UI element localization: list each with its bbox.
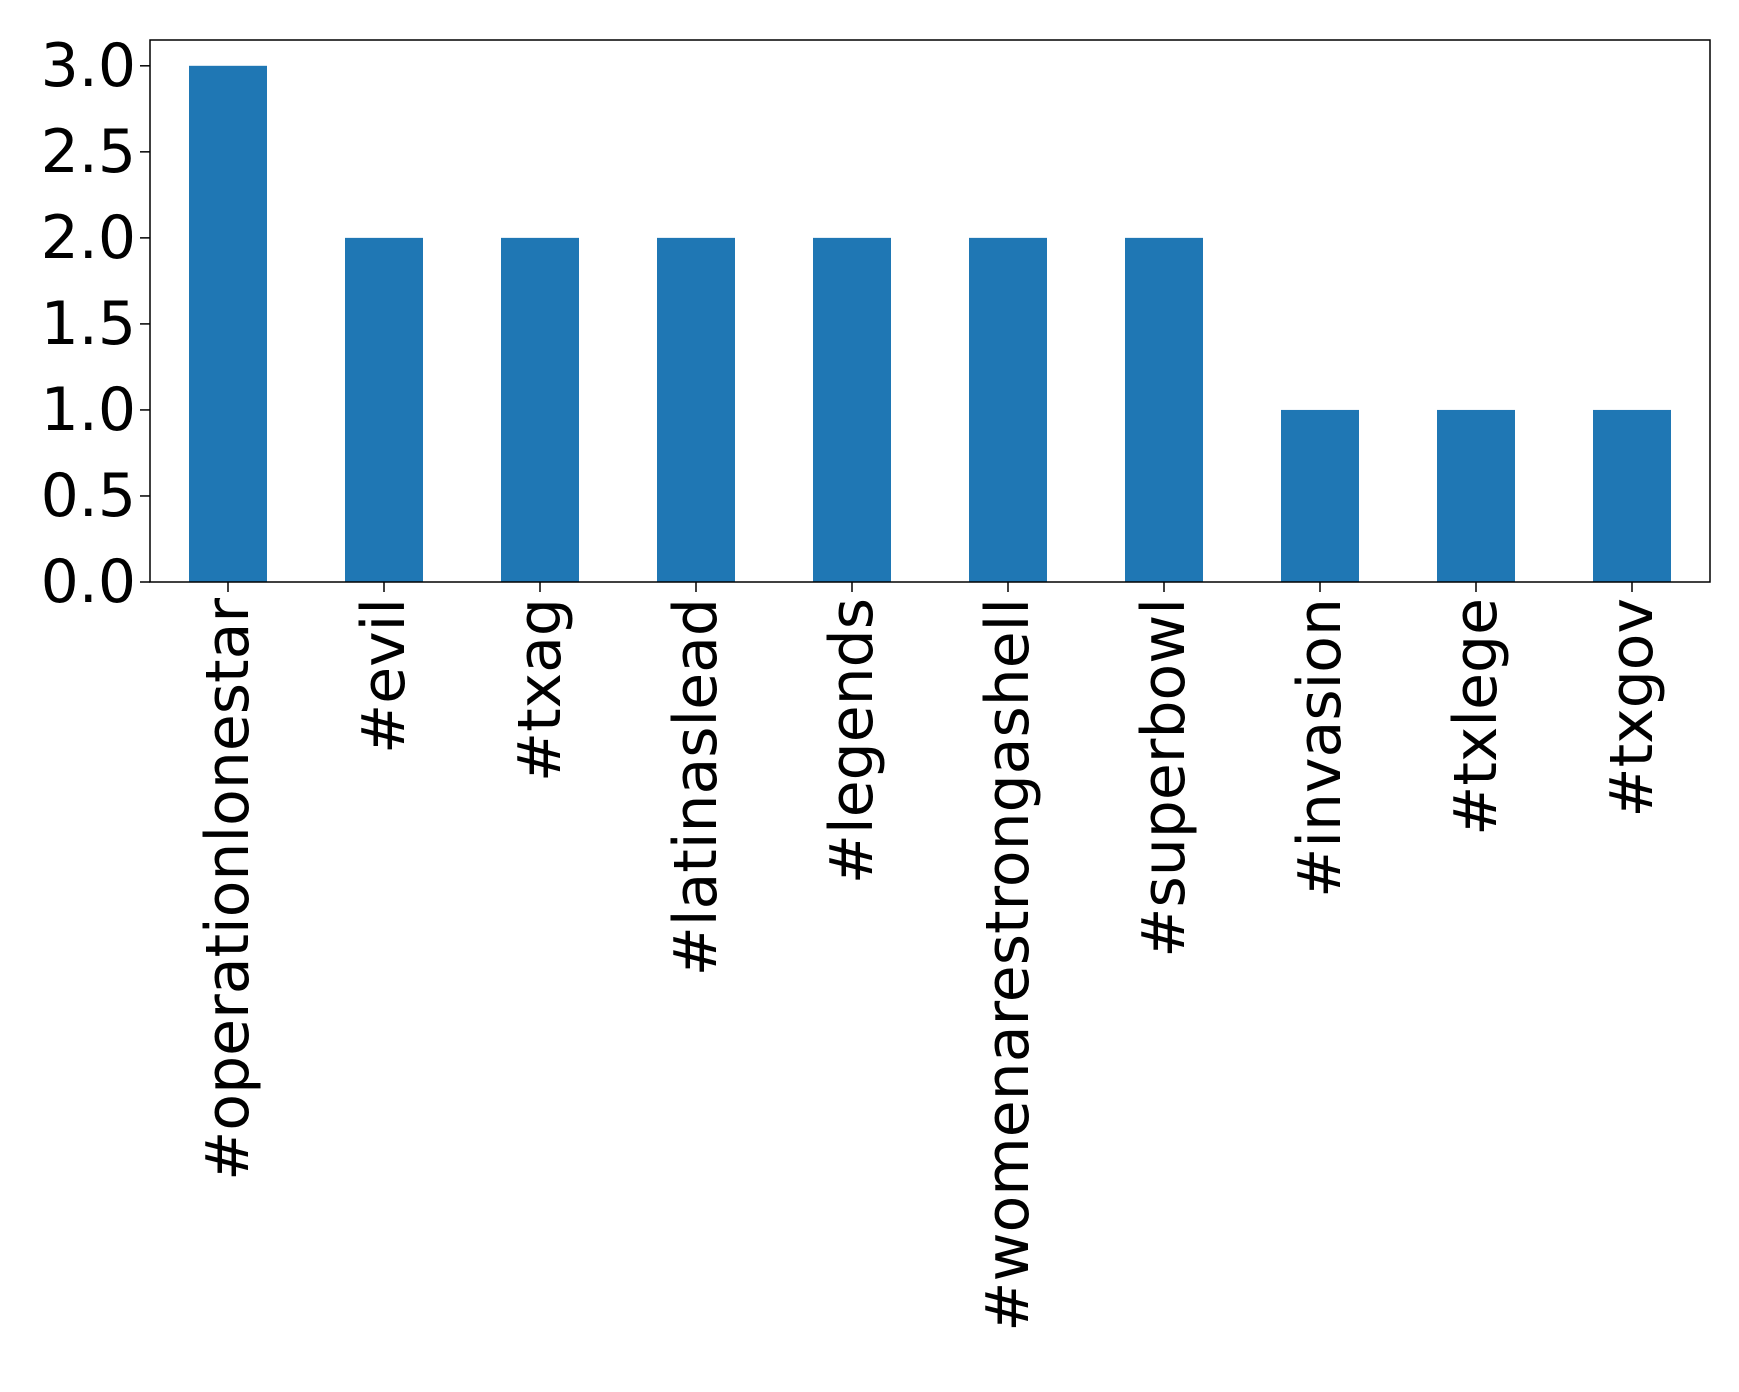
x-tick-label: #superbowl [1129, 598, 1199, 958]
bar-operationlonestar [189, 65, 267, 582]
x-tick-label: #operationlonestar [193, 598, 263, 1181]
x-tick-label: #txgov [1597, 598, 1667, 818]
y-tick-label: 2.0 [41, 203, 136, 273]
plot-frame [149, 39, 1711, 583]
y-tick-label: 0.0 [41, 547, 136, 617]
bar-txag [501, 237, 579, 582]
x-tick-label: #txag [505, 598, 575, 782]
bar-txlege [1437, 409, 1515, 582]
x-tick-label: #invasion [1285, 598, 1355, 898]
x-tick-label: #evil [349, 598, 419, 754]
x-tick-label: #latinaslead [661, 598, 731, 976]
x-axis-ticks: #operationlonestar #evil #txag #latinaslead… [193, 582, 1667, 1332]
y-tick-label: 0.5 [41, 461, 136, 531]
bar-womenarestrongashell [969, 237, 1047, 582]
x-tick-label: #legends [817, 598, 887, 884]
bar-legends [813, 237, 891, 582]
x-tick-label: #womenarestrongashell [973, 598, 1043, 1332]
bars-layer [189, 65, 1671, 582]
x-tick-label: #txlege [1441, 598, 1511, 836]
bar-superbowl [1125, 237, 1203, 582]
bar-latinaslead [657, 237, 735, 582]
y-axis-ticks: 0.0 0.5 1.0 1.5 2.0 2.5 3.0 [41, 31, 150, 617]
y-tick-label: 1.0 [41, 375, 136, 445]
y-tick-label: 3.0 [41, 31, 136, 101]
bar-invasion [1281, 409, 1359, 582]
y-tick-label: 1.5 [41, 289, 136, 359]
y-tick-label: 2.5 [41, 117, 136, 187]
bar-evil [345, 237, 423, 582]
bar-txgov [1593, 409, 1671, 582]
axes-layer [149, 39, 1711, 583]
